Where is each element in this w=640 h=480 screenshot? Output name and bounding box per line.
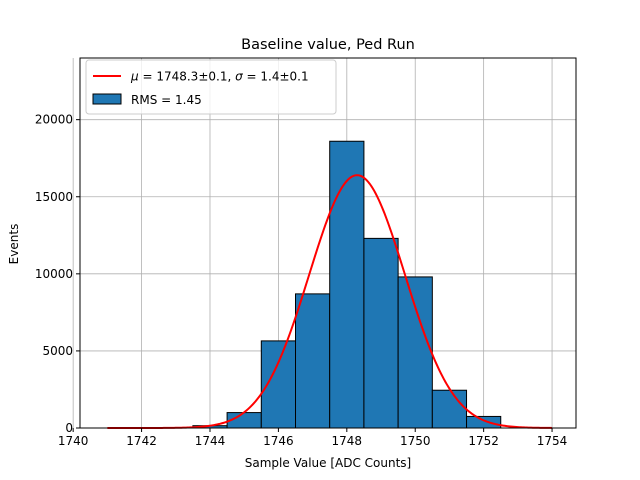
y-tick-label: 5000 xyxy=(42,344,73,358)
y-axis-ticks: 0 5000 10000 15000 20000 xyxy=(35,113,80,435)
histogram-bar xyxy=(295,293,331,429)
legend-sigma-symbol: σ xyxy=(235,70,243,84)
x-tick-label: 1754 xyxy=(537,434,568,448)
x-axis-ticks: 1740 1742 1744 1746 1748 1750 1752 1754 xyxy=(58,428,567,448)
legend-sigma-value: = 1.4±0.1 xyxy=(243,70,309,84)
x-tick-label: 1752 xyxy=(468,434,499,448)
legend-box xyxy=(85,59,337,115)
histogram-bar xyxy=(466,415,502,429)
x-tick-label: 1744 xyxy=(195,434,226,448)
x-tick-label: 1750 xyxy=(400,434,431,448)
y-tick-label: 0 xyxy=(65,421,73,435)
y-tick-label: 15000 xyxy=(35,190,73,204)
legend-histogram-label: RMS = 1.45 xyxy=(131,93,202,107)
y-axis-label: Events xyxy=(7,224,21,265)
histogram-bar xyxy=(431,389,468,429)
x-tick-label: 1748 xyxy=(332,434,363,448)
legend-mu-symbol: μ xyxy=(130,70,139,84)
x-axis-label: Sample Value [ADC Counts] xyxy=(245,456,411,470)
y-tick-label: 20000 xyxy=(35,113,73,127)
legend-fit-label: μ = 1748.3±0.1, σ = 1.4±0.1 xyxy=(130,70,309,84)
y-tick-label: 10000 xyxy=(35,267,73,281)
legend-histogram-swatch xyxy=(92,93,122,105)
axes-frame xyxy=(79,57,577,429)
legend: μ = 1748.3±0.1, σ = 1.4±0.1 RMS = 1.45 xyxy=(85,59,337,115)
histogram-bar xyxy=(363,237,399,429)
x-tick-label: 1742 xyxy=(126,434,157,448)
legend-mu-value: = 1748.3±0.1, xyxy=(139,70,235,84)
histogram-bar xyxy=(329,140,365,429)
histogram-bars xyxy=(192,140,502,429)
x-tick-label: 1740 xyxy=(58,434,89,448)
x-tick-label: 1746 xyxy=(263,434,294,448)
chart-title: Baseline value, Ped Run xyxy=(241,37,415,53)
histogram-bar xyxy=(397,276,433,429)
